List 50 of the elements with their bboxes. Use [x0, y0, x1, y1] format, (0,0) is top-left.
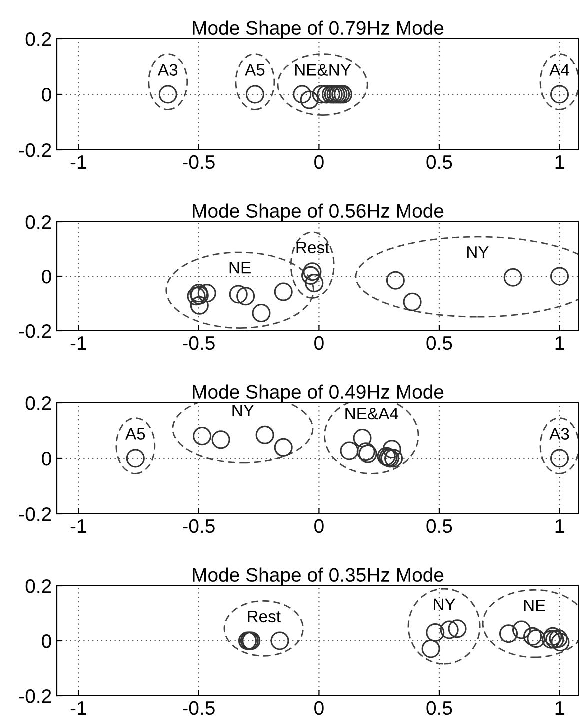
x-tick-label: -1 [70, 156, 86, 169]
y-tick-label: 0 [42, 634, 52, 648]
x-tick-label: 0.5 [426, 701, 452, 716]
x-tick-label: -0.5 [183, 701, 215, 716]
x-tick-label: 1 [556, 156, 564, 169]
chart-title: Mode Shape of 0.35Hz Mode [193, 568, 444, 586]
x-tick-label: 0.5 [426, 336, 452, 350]
x-tick-label: -1 [70, 336, 86, 350]
y-tick-label: 0.2 [26, 32, 52, 46]
series-label: NY [232, 405, 254, 416]
series-label: NE [524, 600, 546, 612]
series-label: Rest [248, 610, 281, 623]
series-label: NE&NY [295, 64, 352, 76]
chart-title: Mode Shape of 0.49Hz Mode [193, 384, 444, 403]
x-tick-label: -0.5 [183, 519, 215, 534]
y-tick-label: 0.2 [26, 396, 52, 410]
x-tick-label: 0.5 [426, 155, 452, 170]
series-label: Rest [296, 242, 330, 254]
y-tick-label: -0.2 [20, 689, 52, 704]
x-tick-label: 1 [556, 702, 564, 715]
y-tick-label: -0.2 [20, 143, 52, 158]
x-tick-label: -1 [70, 520, 86, 533]
x-tick-label: -1 [70, 702, 86, 715]
y-tick-label: -0.2 [20, 507, 52, 522]
x-tick-label: 1 [556, 520, 564, 533]
series-label: NY [434, 598, 456, 610]
y-tick-label: 0 [42, 88, 52, 102]
y-tick-label: 0 [42, 452, 52, 466]
x-tick-label: -0.5 [183, 155, 215, 170]
x-tick-label: 0.5 [426, 519, 452, 534]
series-label: NE [230, 262, 251, 274]
series-label: A3 [158, 64, 178, 76]
y-tick-label: 0.2 [26, 579, 52, 594]
x-tick-label: 0 [314, 519, 324, 534]
y-tick-label: 0.2 [26, 215, 52, 230]
y-tick-label: -0.2 [20, 324, 52, 338]
series-label: NY [468, 246, 489, 258]
series-label: A5 [126, 428, 146, 440]
x-tick-label: 0 [314, 155, 324, 170]
x-tick-label: -0.5 [183, 336, 215, 350]
series-label: A3 [550, 428, 570, 440]
series-label: NE&A4 [346, 408, 398, 420]
chart-title: Mode Shape of 0.56Hz Mode [193, 204, 444, 222]
y-tick-label: 0 [42, 270, 52, 284]
chart-title: Mode Shape of 0.79Hz Mode [193, 20, 444, 39]
series-label: A4 [550, 64, 570, 76]
x-tick-label: 1 [556, 336, 564, 350]
x-tick-label: 0 [314, 701, 324, 716]
x-tick-label: 0 [314, 336, 324, 350]
series-label: A5 [245, 64, 265, 76]
